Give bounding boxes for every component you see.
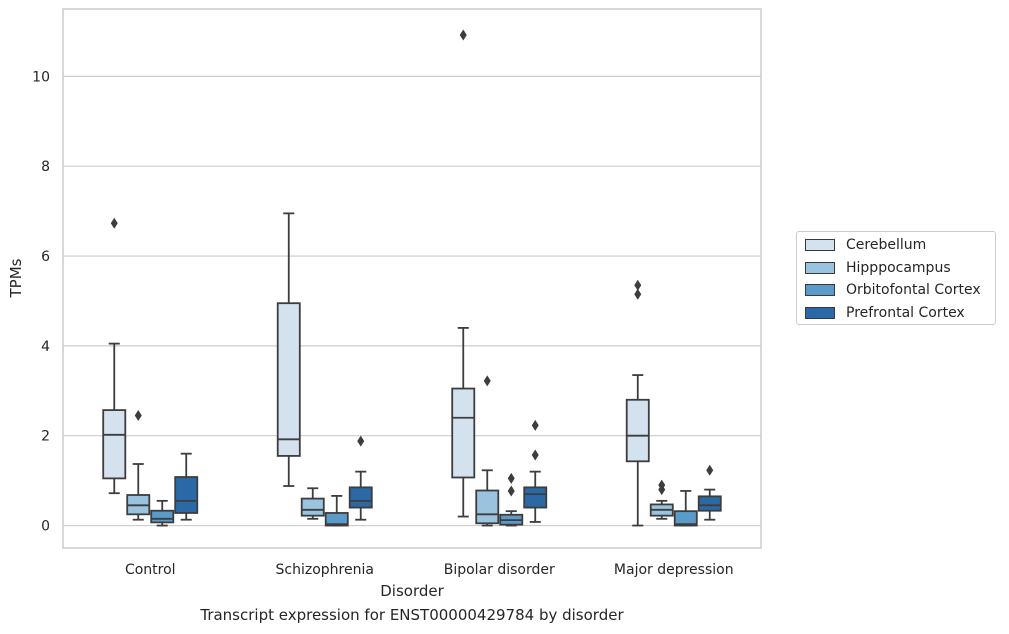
box-2-0 (150, 499, 175, 527)
boxes (102, 29, 722, 527)
gridlines (63, 75, 761, 527)
x-axis-ticks: Control Schizophrenia Bipolar disorder Majo… (125, 562, 734, 578)
legend-swatch (805, 284, 835, 296)
outlier-point (507, 472, 515, 484)
chart-caption: Transcript expression for ENST0000042978… (200, 606, 624, 624)
box-body (451, 387, 476, 479)
box-3-2 (523, 419, 548, 523)
box-body (475, 489, 500, 525)
box-body (673, 510, 698, 527)
y-tick-label: 8 (41, 159, 50, 175)
box-body (523, 486, 548, 509)
legend: Cerebellum Hipppocampus Orbitofontal Corte… (796, 231, 996, 325)
legend-item: Hipppocampus (805, 258, 951, 278)
box-body (276, 302, 301, 457)
outlier-point (531, 419, 539, 431)
legend-item: Orbitofontal Cortex (805, 280, 981, 300)
box-3-3 (697, 464, 722, 521)
box-body (348, 486, 373, 509)
box-body (300, 497, 325, 517)
legend-item: Prefrontal Cortex (805, 303, 965, 323)
box-3-1 (348, 435, 373, 521)
outlier-point (507, 485, 515, 497)
outlier-point (706, 464, 714, 476)
outlier-point (357, 435, 365, 447)
x-axis-label: Disorder (380, 582, 444, 600)
box-body (174, 476, 199, 514)
outlier-point (634, 288, 642, 300)
legend-swatch (805, 261, 835, 274)
box-2-3 (673, 490, 698, 527)
outlier-point (658, 479, 666, 491)
box-3-0 (174, 452, 199, 521)
legend-swatch (805, 306, 835, 319)
outlier-point (531, 449, 539, 461)
x-tick-label: Control (125, 562, 176, 578)
box-body (697, 495, 722, 512)
y-tick-label: 10 (32, 69, 50, 85)
y-tick-label: 0 (41, 519, 50, 535)
legend-label: Cerebellum (846, 237, 927, 253)
x-tick-label: Bipolar disorder (444, 562, 555, 578)
box-2-2 (499, 472, 524, 527)
box-0-3 (625, 279, 650, 527)
outlier-point (110, 217, 118, 229)
box-body (324, 512, 349, 527)
box-1-2 (475, 375, 500, 527)
box-1-3 (649, 479, 674, 520)
outlier-point (634, 279, 642, 291)
x-tick-label: Major depression (614, 562, 734, 578)
legend-label: Orbitofontal Cortex (846, 282, 981, 298)
box-0-1 (276, 212, 301, 487)
x-tick-label: Schizophrenia (276, 562, 374, 578)
outlier-point (459, 29, 467, 41)
y-tick-label: 6 (41, 249, 50, 265)
box-2-1 (324, 494, 349, 527)
box-body (150, 509, 175, 524)
plot-frame (62, 8, 762, 549)
legend-item: Cerebellum (805, 235, 926, 255)
box-0-2 (451, 29, 476, 518)
box-body (625, 398, 650, 463)
legend-label: Prefrontal Cortex (846, 304, 965, 321)
y-tick-label: 2 (41, 429, 50, 445)
box-1-1 (300, 487, 325, 520)
legend-swatch (805, 239, 835, 251)
outlier-point (483, 375, 491, 387)
box-0-0 (102, 217, 127, 495)
outlier-point (134, 409, 142, 421)
box-1-0 (126, 409, 151, 521)
y-tick-label: 4 (41, 339, 50, 355)
y-axis-ticks: 0 2 4 6 8 10 (32, 69, 50, 534)
box-body (102, 409, 127, 480)
legend-label: Hipppocampus (846, 259, 951, 276)
y-axis-label: TPMs (7, 258, 25, 298)
